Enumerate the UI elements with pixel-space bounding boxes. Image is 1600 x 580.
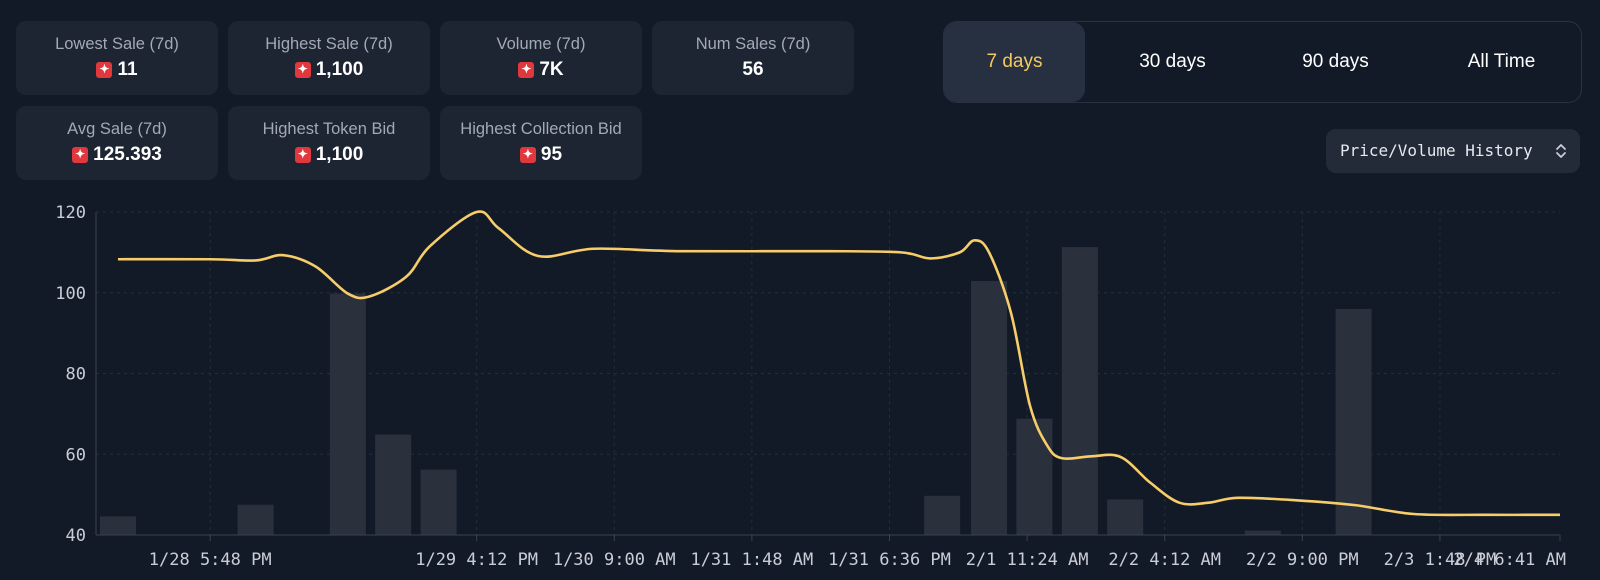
tab-all-time[interactable]: All Time — [1467, 51, 1536, 72]
token-logo-icon — [518, 61, 535, 78]
stat-value: 1,100 — [315, 144, 364, 165]
stat-value: 125.393 — [93, 144, 162, 165]
x-tick-label: 1/30 9:00 AM — [553, 550, 676, 570]
stat-value-row: 56 — [652, 59, 854, 81]
chart-axes: 40 60 80 100 120 1/28 5:48 PM 1/29 4:12 PM 1/30… — [55, 203, 1566, 570]
chart-view-select-value: Price/Volume History — [1340, 141, 1533, 160]
x-tick-label: 2/1 11:24 AM — [966, 550, 1089, 570]
stat-value-row: 125.393 — [16, 144, 218, 166]
x-tick-label: 1/29 4:12 PM — [415, 550, 538, 570]
tab-30-days[interactable]: 30 days — [1139, 51, 1206, 72]
token-logo-icon — [72, 146, 89, 163]
stat-label: Avg Sale (7d) — [67, 120, 167, 138]
tab-7-days[interactable]: 7 days — [944, 22, 1085, 102]
volume-bar — [329, 293, 366, 535]
stat-value: 56 — [742, 59, 764, 80]
volume-bar — [971, 281, 1008, 535]
stat-label: Highest Sale (7d) — [265, 35, 393, 53]
stat-value: 11 — [117, 59, 138, 80]
stat-value: 1,100 — [315, 59, 364, 80]
volume-bar — [375, 434, 412, 535]
token-logo-icon — [294, 61, 311, 78]
stat-value: 95 — [540, 144, 563, 165]
stat-card-lowest-sale: Lowest Sale (7d) 11 — [16, 21, 218, 95]
price-line — [117, 210, 1561, 517]
volume-bar — [237, 504, 274, 535]
token-logo-icon — [294, 146, 311, 163]
volume-bar — [99, 516, 136, 535]
token-logo-icon — [519, 146, 536, 163]
stat-card-highest-sale: Highest Sale (7d) 1,100 — [228, 21, 430, 95]
tab-90-days[interactable]: 90 days — [1302, 51, 1369, 72]
volume-bar — [1016, 418, 1053, 535]
stat-label: Lowest Sale (7d) — [55, 35, 179, 53]
volume-bar — [1244, 530, 1281, 535]
x-tick-label: 1/31 6:36 PM — [828, 550, 951, 570]
volume-bar — [1107, 499, 1144, 535]
x-tick-label: 1/28 5:48 PM — [149, 550, 272, 570]
x-tick-label: 2/2 4:12 AM — [1108, 550, 1221, 570]
stat-value-row: 11 — [16, 59, 218, 81]
y-tick-label: 80 — [66, 365, 86, 385]
y-tick-label: 100 — [55, 284, 86, 304]
x-tick-label: 2/3 1:48 PM — [1384, 550, 1497, 570]
token-logo-icon — [96, 61, 113, 78]
stat-label: Highest Token Bid — [262, 120, 396, 138]
stat-value-row: 95 — [440, 144, 642, 166]
volume-bar — [420, 469, 457, 535]
volume-bar — [1335, 308, 1372, 535]
time-range-tabs: 7 days 30 days 90 days All Time — [943, 21, 1582, 103]
stat-value: 7K — [539, 59, 564, 80]
stat-value-row: 1,100 — [228, 144, 430, 166]
stat-value-row: 1,100 — [228, 59, 430, 81]
volume-bars — [99, 247, 1372, 535]
stat-card-avg-sale: Avg Sale (7d) 125.393 — [16, 106, 218, 180]
y-tick-label: 60 — [66, 445, 86, 465]
y-tick-label: 40 — [66, 526, 86, 546]
volume-bar — [924, 495, 961, 535]
stat-label: Volume (7d) — [496, 35, 586, 53]
chevron-updown-icon — [1556, 144, 1566, 158]
x-tick-label: 1/31 1:48 AM — [690, 550, 813, 570]
stat-card-num-sales: Num Sales (7d) 56 — [652, 21, 854, 95]
x-tick-label: 2/4 6:41 AM — [1453, 550, 1566, 570]
price-line-layer — [117, 210, 1561, 517]
stat-value-row: 7K — [440, 59, 642, 81]
price-volume-chart: 40 60 80 100 120 1/28 5:48 PM 1/29 4:12 PM 1/30… — [55, 203, 1566, 570]
stat-label: Highest Collection Bid — [460, 120, 622, 138]
stat-card-volume: Volume (7d) 7K — [440, 21, 642, 95]
stat-card-highest-collection-bid: Highest Collection Bid 95 — [440, 106, 642, 180]
stat-card-highest-token-bid: Highest Token Bid 1,100 — [228, 106, 430, 180]
stat-label: Num Sales (7d) — [695, 35, 811, 53]
y-tick-label: 120 — [55, 203, 86, 223]
volume-bar — [1061, 247, 1098, 535]
x-tick-label: 2/2 9:00 PM — [1246, 550, 1359, 570]
chart-view-select[interactable]: Price/Volume History — [1326, 129, 1580, 173]
